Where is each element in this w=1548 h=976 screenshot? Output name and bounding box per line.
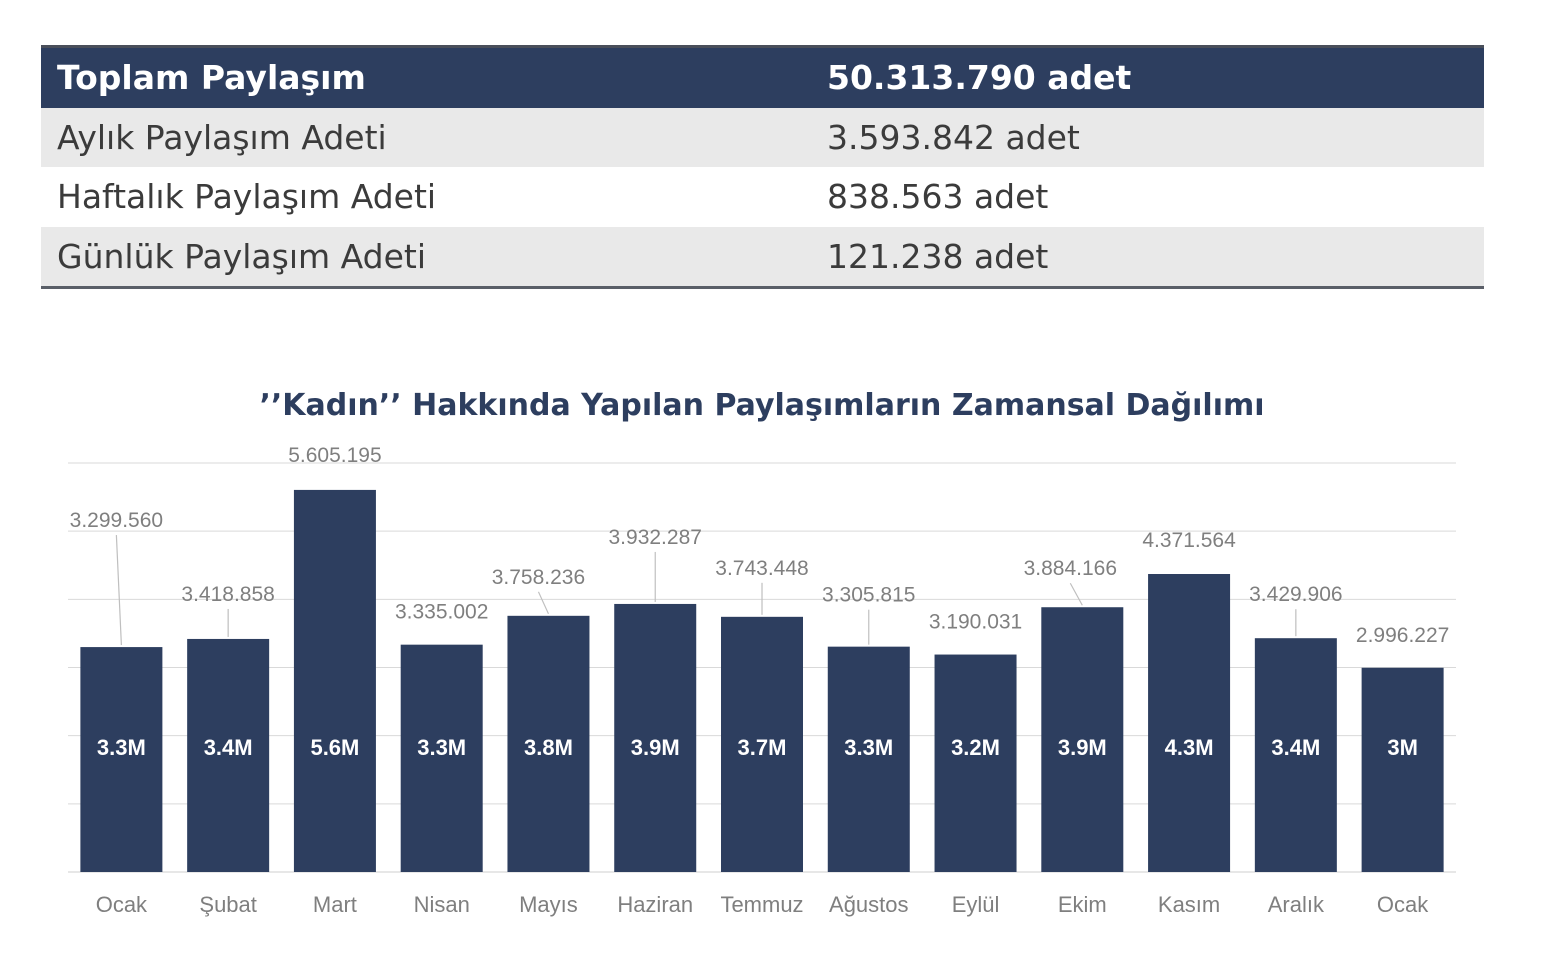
x-tick-label: Kasım bbox=[1158, 892, 1220, 917]
bar-nisan bbox=[400, 644, 483, 872]
bar-inner-label: 3.3M bbox=[97, 735, 146, 760]
x-tick-label: Şubat bbox=[199, 892, 257, 917]
summary-row-label: Haftalık Paylaşım Adeti bbox=[57, 177, 437, 217]
bar-inner-label: 3.3M bbox=[417, 735, 466, 760]
x-tick-label: Eylül bbox=[952, 892, 1000, 917]
bar-value-label: 3.429.906 bbox=[1249, 583, 1342, 606]
bar-ekim bbox=[1041, 607, 1124, 872]
x-tick-label: Ekim bbox=[1058, 892, 1107, 917]
label-leader-line bbox=[115, 535, 122, 646]
bar-inner-label: 3.9M bbox=[1058, 735, 1107, 760]
bar-mart bbox=[293, 489, 376, 872]
summary-row-label: Aylık Paylaşım Adeti bbox=[57, 117, 387, 157]
bar-inner-label: 3.3M bbox=[844, 735, 893, 760]
bar-value-label: 4.371.564 bbox=[1142, 529, 1236, 552]
x-tick-label: Aralık bbox=[1268, 892, 1325, 917]
chart-title: ’’Kadın’’ Hakkında Yapılan Paylaşımların… bbox=[259, 388, 1265, 423]
x-tick-label: Ağustos bbox=[829, 892, 909, 917]
bar-value-label: 3.299.560 bbox=[70, 509, 163, 532]
bar-inner-label: 5.6M bbox=[310, 735, 359, 760]
bar-inner-label: 3.4M bbox=[1271, 735, 1320, 760]
label-leader-line bbox=[537, 591, 550, 615]
summary-row-value: 838.563 adet bbox=[827, 177, 1049, 217]
bar-inner-label: 3M bbox=[1387, 735, 1418, 760]
summary-row-weekly: Haftalık Paylaşım Adeti 838.563 adet bbox=[41, 167, 1484, 227]
bar-value-label: 3.758.236 bbox=[492, 566, 585, 589]
bar-ağustos bbox=[827, 646, 910, 872]
bar-value-label: 3.418.858 bbox=[181, 583, 274, 606]
bar-temmuz bbox=[721, 616, 803, 872]
x-tick-label: Ocak bbox=[1377, 892, 1429, 917]
bar-ocak bbox=[80, 647, 163, 872]
bar-inner-label: 4.3M bbox=[1165, 735, 1214, 760]
x-tick-label: Ocak bbox=[96, 892, 148, 917]
bar-mayıs bbox=[507, 615, 590, 872]
label-leader-line bbox=[1069, 582, 1083, 606]
x-tick-label: Mayıs bbox=[519, 892, 578, 917]
bar-value-label: 3.884.166 bbox=[1024, 557, 1117, 580]
bar-eylül bbox=[934, 654, 1017, 872]
summary-header-label: Toplam Paylaşım bbox=[57, 58, 366, 98]
bar-aralık bbox=[1254, 638, 1337, 872]
summary-row-monthly: Aylık Paylaşım Adeti 3.593.842 adet bbox=[41, 107, 1484, 167]
bar-inner-label: 3.2M bbox=[951, 735, 1000, 760]
x-tick-label: Nisan bbox=[414, 892, 470, 917]
bar-kasım bbox=[1148, 574, 1231, 872]
summary-row-value: 121.238 adet bbox=[827, 236, 1049, 276]
x-tick-label: Temmuz bbox=[720, 892, 803, 917]
summary-table: Toplam Paylaşım 50.313.790 adet Aylık Pa… bbox=[41, 45, 1484, 289]
summary-row-daily: Günlük Paylaşım Adeti 121.238 adet bbox=[41, 226, 1484, 286]
bar-inner-label: 3.9M bbox=[631, 735, 680, 760]
bar-value-label: 3.190.031 bbox=[929, 611, 1022, 634]
bar-inner-label: 3.7M bbox=[738, 735, 787, 760]
summary-header-value: 50.313.790 adet bbox=[827, 58, 1132, 98]
summary-row-value: 3.593.842 adet bbox=[827, 117, 1080, 157]
bar-ocak bbox=[1361, 667, 1444, 872]
bar-value-label: 2.996.227 bbox=[1356, 624, 1449, 647]
bar-haziran bbox=[614, 603, 697, 872]
bar-şubat bbox=[187, 638, 270, 872]
bar-value-label: 3.305.815 bbox=[822, 584, 915, 607]
bar-value-label: 3.335.002 bbox=[395, 601, 488, 624]
x-tick-label: Haziran bbox=[617, 892, 693, 917]
x-tick-label: Mart bbox=[313, 892, 357, 917]
bar-value-label: 5.605.195 bbox=[288, 444, 381, 467]
bar-inner-label: 3.4M bbox=[204, 735, 253, 760]
summary-header-row: Toplam Paylaşım 50.313.790 adet bbox=[41, 48, 1484, 108]
bar-value-label: 3.932.287 bbox=[609, 526, 702, 549]
summary-row-label: Günlük Paylaşım Adeti bbox=[57, 236, 426, 276]
bar-inner-label: 3.8M bbox=[524, 735, 573, 760]
bar-value-label: 3.743.448 bbox=[715, 557, 808, 580]
